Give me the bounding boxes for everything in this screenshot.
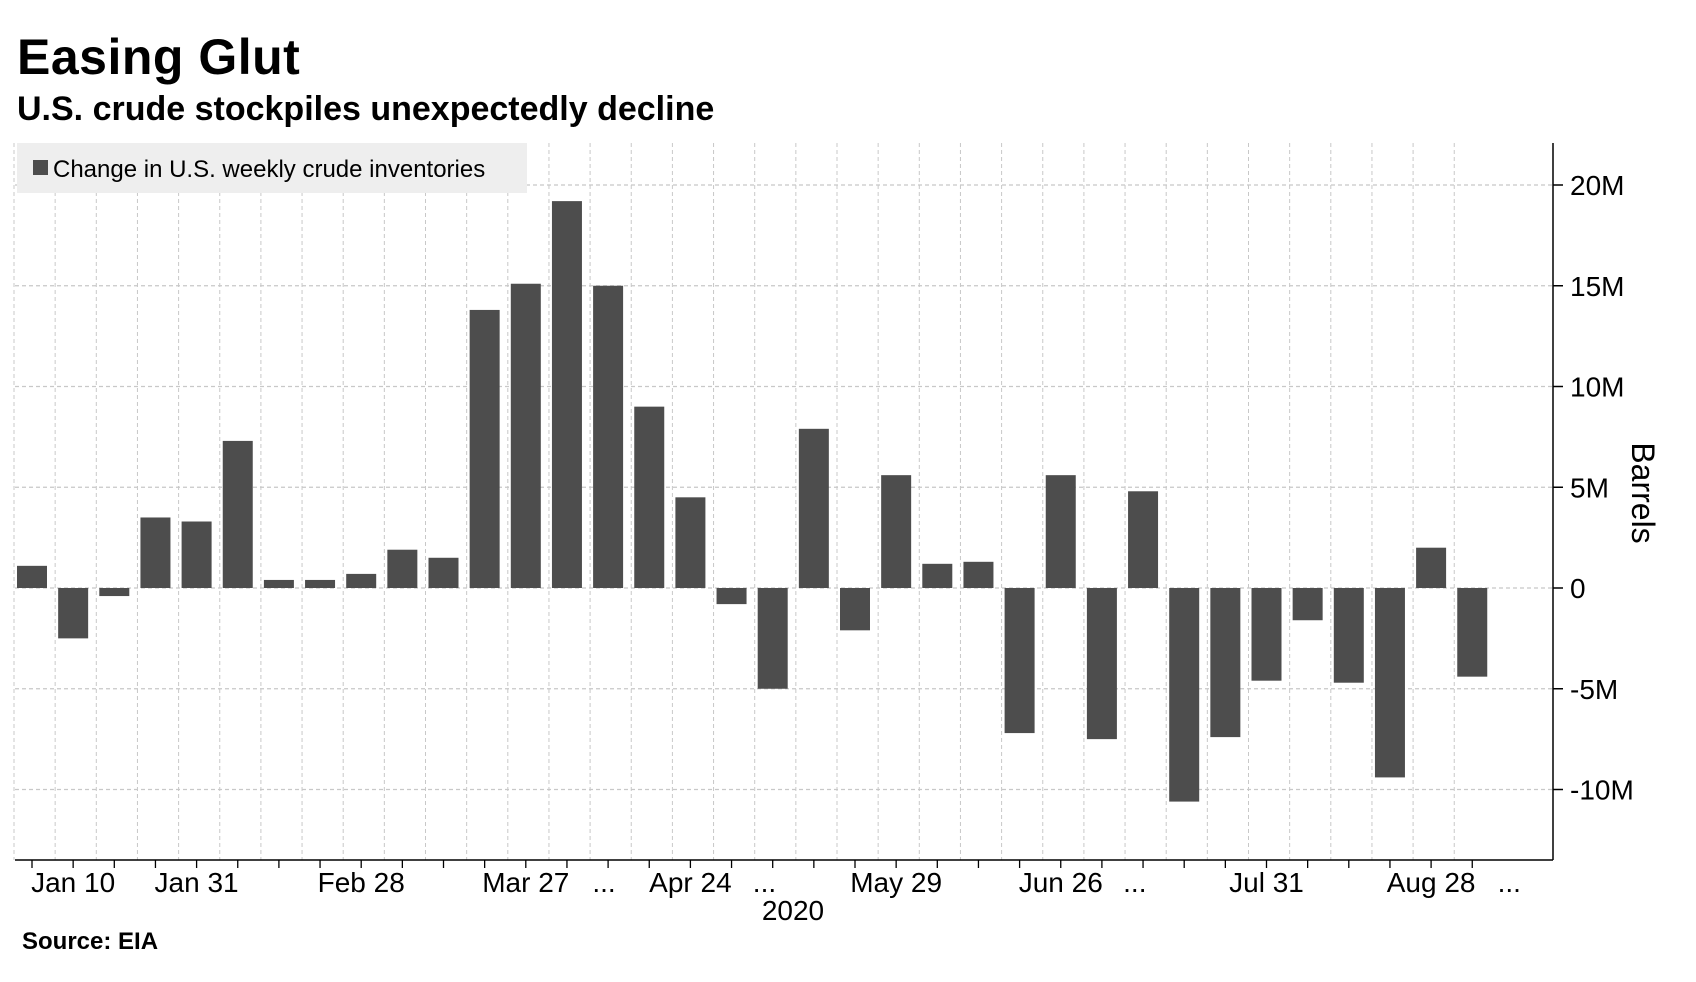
x-tick-label: Apr 24	[649, 867, 732, 898]
bar	[1086, 588, 1117, 740]
bar	[634, 406, 665, 588]
bar	[922, 563, 953, 588]
bar	[58, 588, 89, 639]
bar	[140, 517, 171, 588]
x-tick-label: ...	[592, 867, 615, 898]
bar	[387, 549, 418, 588]
bar	[881, 475, 912, 588]
bar	[840, 588, 870, 631]
x-tick-label: Feb 28	[318, 867, 405, 898]
bar	[222, 440, 253, 588]
bar	[1004, 588, 1035, 734]
source-note: Source: EIA	[22, 928, 159, 955]
bar	[757, 588, 788, 689]
y-tick-label: -10M	[1570, 775, 1634, 806]
bar	[346, 573, 377, 588]
x-tick-label: Jun 26	[1019, 867, 1103, 898]
bar	[1333, 588, 1364, 683]
axes: 20M 15M 10M 5M 0 -5M -10M Jan 10 Jan 31 Feb 28 Mar…	[15, 143, 1634, 898]
bar	[1169, 588, 1200, 802]
bar	[716, 588, 747, 605]
x-tick-label: Jul 31	[1229, 867, 1304, 898]
legend-swatch	[33, 160, 48, 175]
bar	[551, 201, 582, 588]
x-tick-label: ...	[1498, 867, 1521, 898]
bar	[1457, 588, 1488, 677]
bar	[963, 561, 994, 588]
bar	[1045, 475, 1076, 588]
bar	[428, 557, 459, 588]
bar	[305, 579, 336, 588]
chart-title: Easing Glut	[17, 29, 301, 85]
bar	[1251, 588, 1282, 681]
bar	[1292, 588, 1323, 621]
y-tick-label: 0	[1570, 573, 1586, 604]
legend-background	[17, 143, 527, 193]
bar	[798, 428, 829, 588]
y-tick-label: -5M	[1570, 674, 1618, 705]
bar	[263, 579, 294, 588]
y-axis-title: Barrels	[1625, 442, 1661, 543]
bar	[593, 285, 624, 588]
legend: Change in U.S. weekly crude inventories	[17, 143, 527, 193]
bar	[510, 283, 541, 588]
bar	[1416, 547, 1447, 588]
x-tick-label: May 29	[850, 867, 942, 898]
bar	[99, 588, 130, 597]
legend-label: Change in U.S. weekly crude inventories	[53, 156, 485, 183]
x-tick-label: Mar 27	[482, 867, 569, 898]
bar	[675, 497, 706, 588]
x-tick-label: Aug 28	[1387, 867, 1476, 898]
x-tick-label: Jan 31	[155, 867, 239, 898]
y-tick-label: 10M	[1570, 372, 1624, 403]
chart-subtitle: U.S. crude stockpiles unexpectedly decli…	[17, 90, 715, 128]
y-tick-label: 20M	[1570, 170, 1624, 201]
y-tick-label: 15M	[1570, 271, 1624, 302]
bar	[469, 309, 500, 588]
x-tick-label: Jan 10	[31, 867, 115, 898]
y-tick-label: 5M	[1570, 472, 1609, 503]
x-tick-label: ...	[753, 867, 776, 898]
bar	[17, 565, 47, 588]
x-tick-label: ...	[1123, 867, 1146, 898]
grid-lines	[13, 143, 1553, 860]
x-axis-year-label: 2020	[762, 895, 824, 926]
bar	[181, 521, 212, 588]
bar-series	[17, 201, 1488, 802]
bar	[1210, 588, 1241, 738]
bar	[1374, 588, 1405, 778]
bar	[1128, 491, 1159, 588]
